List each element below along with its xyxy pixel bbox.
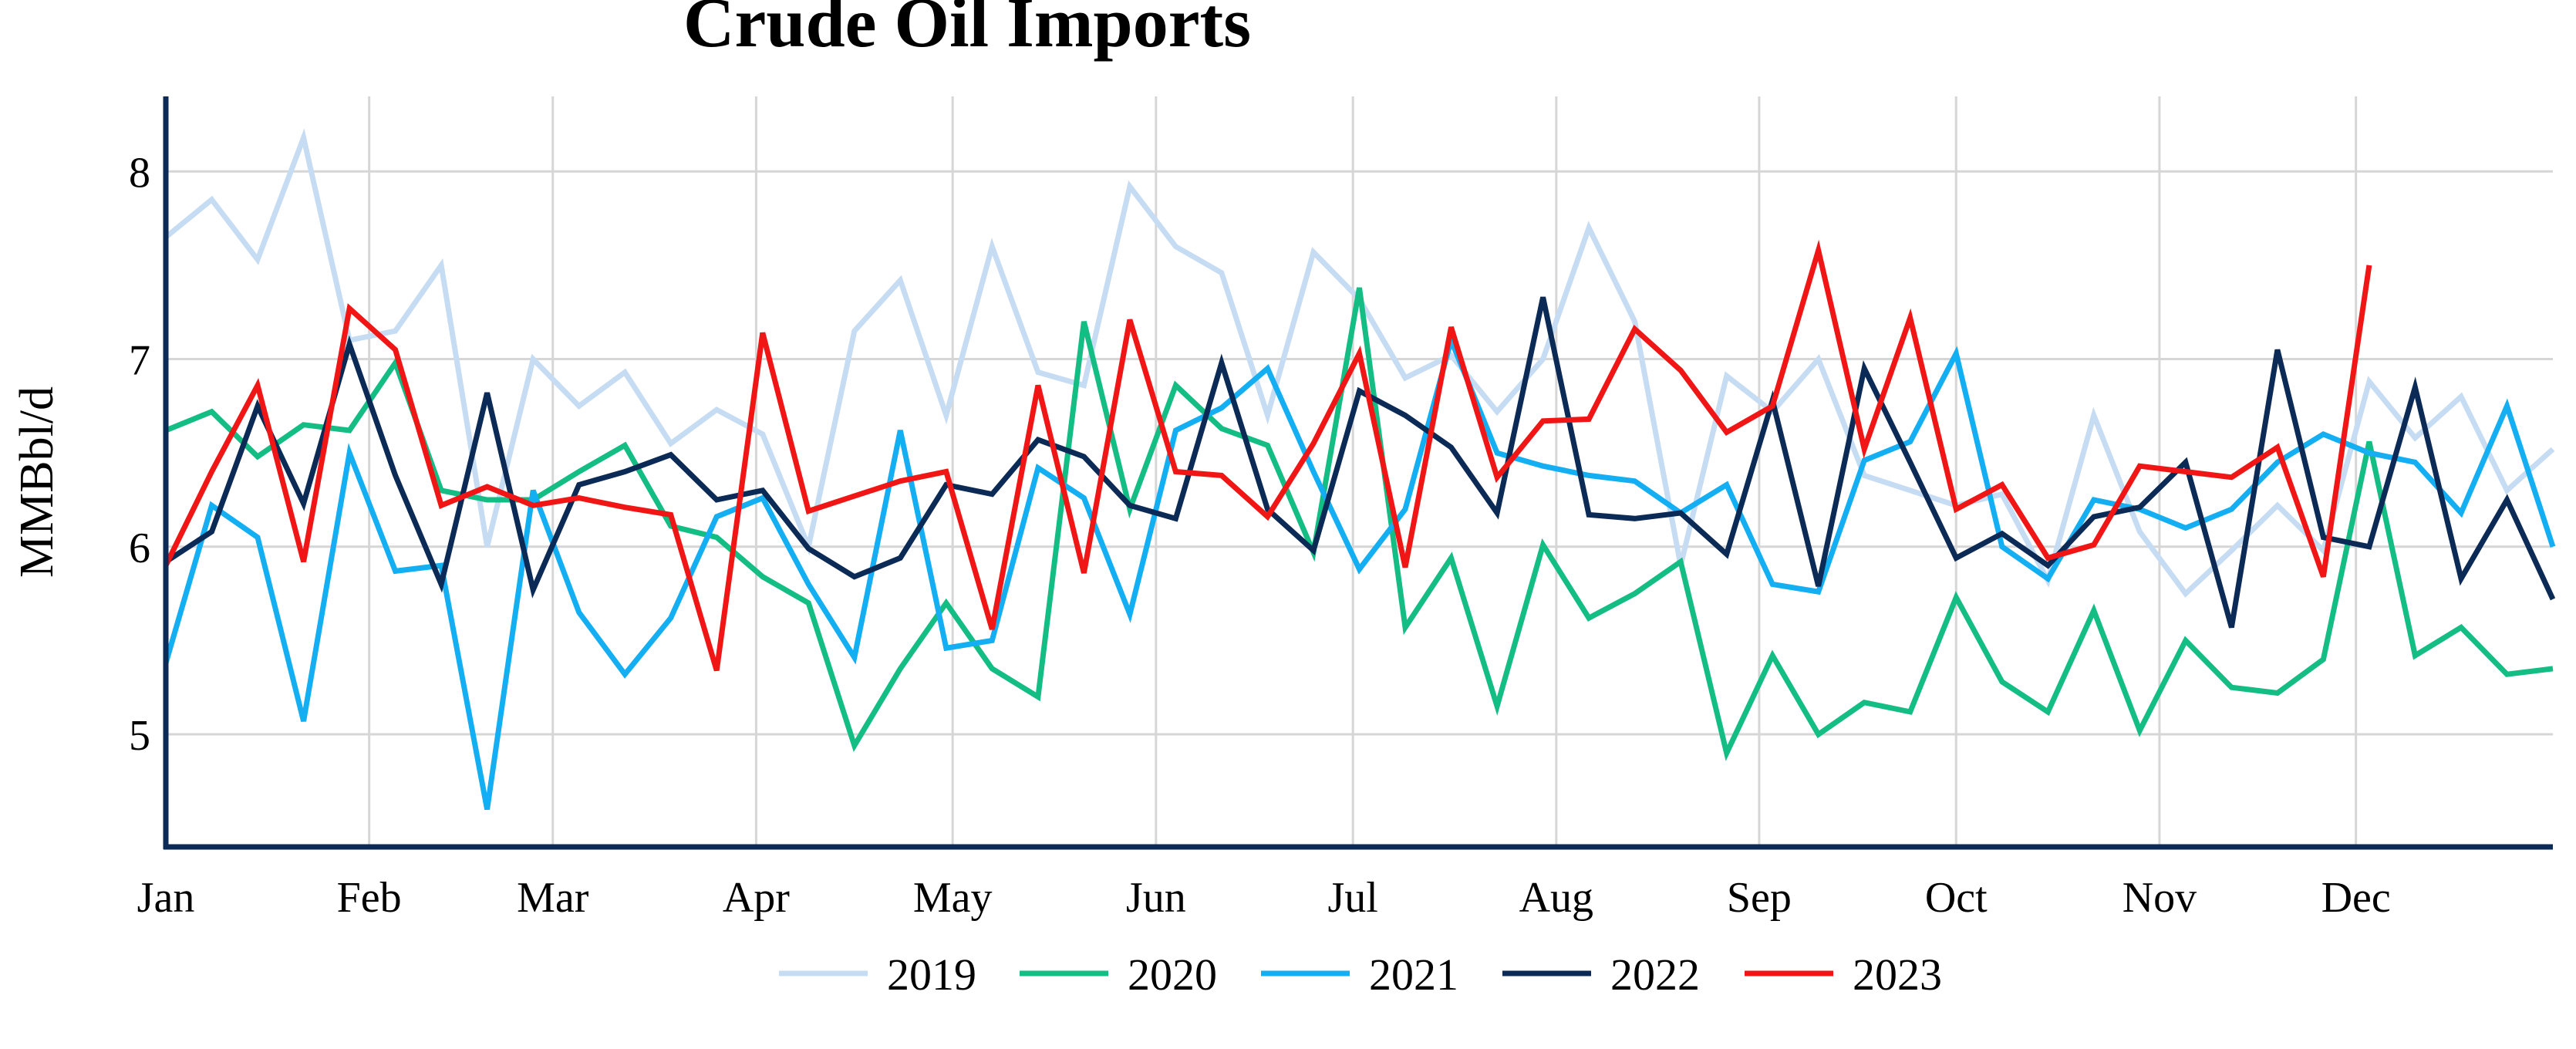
tick-labels: Jan Feb Mar Apr May Jun Jul Aug Sep Oct Nov Dec 5 6 7 8 bbox=[129, 149, 2391, 922]
x-tick-label: Jul bbox=[1327, 874, 1377, 922]
x-tick-label: Nov bbox=[2123, 874, 2197, 922]
y-tick-label: 7 bbox=[129, 337, 150, 385]
legend-item-2020: 2020 bbox=[1020, 949, 1217, 1000]
legend-label: 2020 bbox=[1128, 949, 1217, 1000]
legend: 2019 2020 2021 2022 2023 bbox=[779, 949, 1942, 1000]
legend-item-2021: 2021 bbox=[1261, 949, 1458, 1000]
legend-label: 2022 bbox=[1610, 949, 1700, 1000]
series-line-2022 bbox=[164, 296, 2556, 629]
y-axis-label: MMBbl/d bbox=[11, 386, 63, 578]
axes bbox=[163, 96, 2553, 850]
x-tick-label: Jan bbox=[137, 874, 195, 922]
legend-item-2022: 2022 bbox=[1502, 949, 1700, 1000]
x-tick-label: May bbox=[913, 874, 993, 922]
x-tick-label: Oct bbox=[1925, 874, 1988, 922]
x-tick-label: Aug bbox=[1519, 874, 1593, 922]
series-lines bbox=[163, 128, 2556, 811]
legend-label: 2021 bbox=[1369, 949, 1458, 1000]
x-tick-label: Mar bbox=[517, 874, 589, 922]
y-tick-label: 5 bbox=[129, 712, 150, 760]
x-tick-label: Dec bbox=[2321, 874, 2391, 922]
x-tick-label: Jun bbox=[1126, 874, 1186, 922]
legend-label: 2019 bbox=[887, 949, 976, 1000]
series-line-2020 bbox=[164, 287, 2554, 761]
x-tick-label: Feb bbox=[337, 874, 402, 922]
legend-item-2023: 2023 bbox=[1745, 949, 1942, 1000]
legend-label: 2023 bbox=[1853, 949, 1942, 1000]
series-line-2023 bbox=[163, 239, 2372, 672]
x-tick-label: Apr bbox=[723, 874, 790, 922]
chart-title: Crude Oil Imports bbox=[683, 0, 1251, 62]
x-tick-label: Sep bbox=[1727, 874, 1792, 922]
series-line-2021 bbox=[163, 332, 2556, 811]
y-tick-label: 8 bbox=[129, 149, 150, 197]
y-tick-label: 6 bbox=[129, 524, 150, 572]
legend-item-2019: 2019 bbox=[779, 949, 976, 1000]
